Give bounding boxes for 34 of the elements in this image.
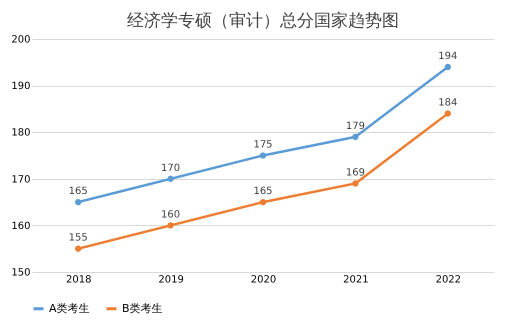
chart-title: 经济学专硕（审计）总分国家趋势图	[127, 11, 399, 31]
point	[260, 198, 266, 206]
point	[167, 176, 174, 182]
x-tick-label: 2019	[158, 274, 184, 286]
point	[75, 198, 82, 206]
point	[75, 246, 82, 252]
legend-label: B类考生	[122, 302, 163, 315]
data-label: 170	[161, 162, 180, 174]
legend-label: A类考生	[49, 302, 90, 315]
y-tick-label: 150	[11, 268, 30, 278]
data-label: 194	[438, 50, 458, 62]
y-tick-label: 200	[11, 34, 30, 46]
x-tick-label: 2020	[250, 274, 276, 286]
data-label: 175	[253, 140, 273, 150]
y-tick-label: 190	[11, 81, 30, 92]
y-tick-label: 170	[11, 174, 30, 186]
x-tick-label: 2018	[66, 274, 92, 286]
data-label: 165	[253, 186, 273, 198]
data-label: 169	[346, 167, 365, 178]
point	[444, 110, 451, 117]
data-label: 155	[68, 232, 88, 244]
data-label: 165	[68, 186, 88, 198]
x-tick-label: 2021	[343, 274, 369, 286]
point	[444, 64, 451, 70]
data-label: 184	[438, 98, 458, 109]
point	[260, 152, 266, 159]
point	[352, 134, 359, 140]
y-tick-label: 180	[11, 128, 30, 139]
data-label: 160	[161, 209, 180, 220]
point	[352, 180, 359, 187]
point	[167, 222, 174, 229]
x-tick-label: 2022	[436, 274, 462, 286]
y-tick-label: 160	[11, 220, 30, 232]
data-label: 179	[346, 120, 365, 132]
